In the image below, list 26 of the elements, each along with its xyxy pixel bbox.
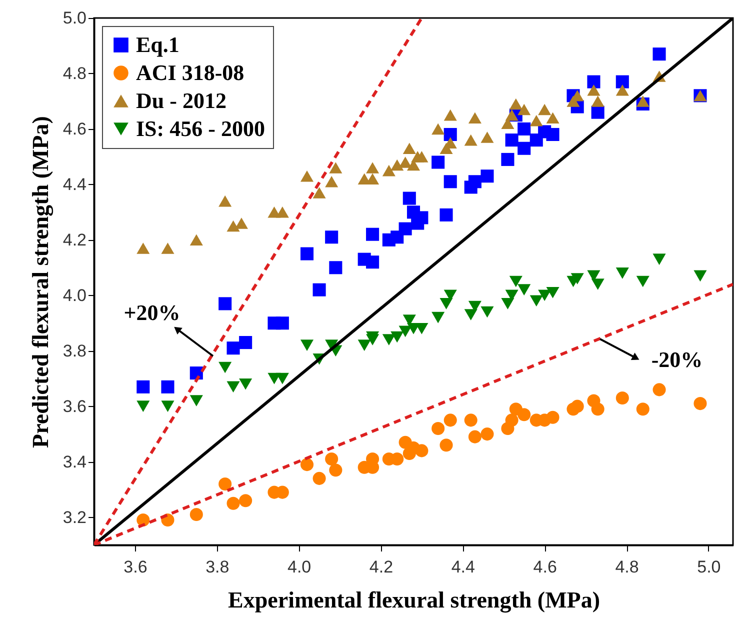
y-tick-label: 4.8 [62, 64, 86, 83]
x-axis-title: Experimental flexural strength (MPa) [228, 588, 600, 614]
y-axis-title: Predicted flexural strength (MPa) [28, 116, 54, 448]
legend-label: ACI 318-08 [136, 60, 244, 85]
y-tick-label: 3.6 [62, 396, 86, 416]
x-tick-label: 5.0 [697, 558, 721, 576]
x-tick-label: 4.2 [369, 558, 394, 576]
x-tick-label: 4.0 [287, 558, 312, 576]
y-tick-label: 4.2 [62, 230, 86, 250]
legend-label: IS: 456 - 2000 [136, 116, 265, 141]
y-tick-label: 4.4 [62, 174, 86, 194]
x-tick-label: 4.4 [451, 558, 475, 576]
y-tick-label: 5.0 [62, 8, 86, 28]
annotation: +20% [124, 300, 180, 325]
x-tick-label: 4.6 [533, 558, 557, 576]
legend-label: Eq.1 [136, 32, 180, 57]
y-tick-label: 3.2 [62, 508, 86, 527]
y-tick-label: 3.4 [62, 452, 86, 472]
legend-label: Du - 2012 [136, 88, 226, 113]
y-tick-label: 4.6 [62, 119, 86, 138]
y-tick-label: 4.0 [62, 286, 86, 305]
x-tick-label: 3.8 [206, 558, 230, 576]
annotation: -20% [651, 347, 703, 372]
y-tick-label: 3.8 [62, 341, 86, 360]
x-tick-label: 4.8 [615, 558, 639, 576]
x-tick-label: 3.6 [124, 558, 148, 576]
